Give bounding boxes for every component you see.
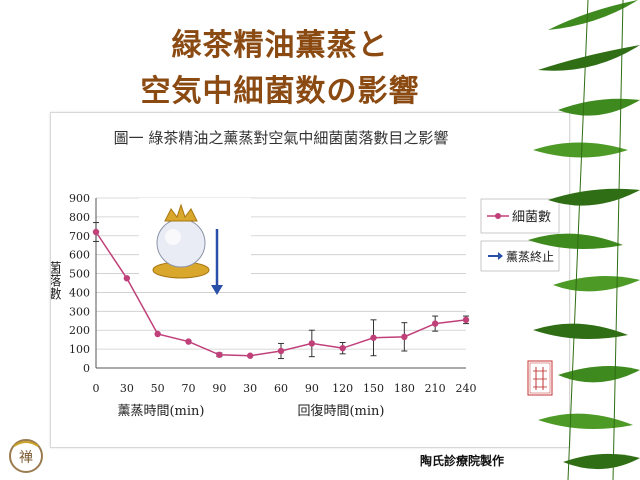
credit-text: 陶氏診療院製作: [420, 454, 505, 468]
y-tick-labels: 0 100 200 300 400 500 600 700 800 900: [69, 192, 90, 375]
y-tick-label: 400: [69, 286, 90, 299]
data-point: [123, 275, 131, 282]
zen-logo-char: 禅: [19, 450, 33, 466]
bamboo-decoration: [528, 0, 640, 480]
data-point: [154, 330, 161, 338]
data-points: [92, 228, 470, 359]
x-tick-label: 50: [151, 382, 165, 395]
y-axis-label: 菌落數: [51, 261, 61, 301]
data-point: [401, 333, 408, 341]
y-tick-label: 0: [83, 362, 90, 375]
data-point: [431, 320, 439, 327]
y-tick-label: 900: [69, 192, 90, 205]
x-tick-label: 180: [394, 382, 415, 395]
x-tick-label: 60: [274, 382, 288, 395]
chart-panel: 圖一 綠茶精油之薰蒸對空氣中細菌菌落數目之影響 0 100 200 300 400 500…: [46, 112, 570, 448]
y-tick-label: 300: [69, 305, 90, 318]
x-tick-label: 90: [212, 382, 226, 395]
y-tick-label: 100: [69, 343, 90, 356]
diffuser-illustration: [139, 198, 251, 288]
data-point: [370, 334, 377, 341]
x-tick-label: 90: [305, 382, 319, 395]
y-tick-label: 200: [69, 324, 90, 337]
x-axis-label-fumigation: 薰蒸時間(min): [117, 404, 204, 419]
legend-series-label: 細菌數: [512, 210, 551, 225]
y-tick-label: 700: [69, 230, 90, 243]
legend-arrow-label: 薰蒸終止: [506, 249, 554, 264]
x-tick-labels: 0 30 50 70 90 30 60 90 120 150 180 210 240: [93, 382, 477, 395]
y-tick-label: 600: [69, 249, 90, 262]
x-tick-label: 210: [425, 382, 446, 395]
x-tick-label: 30: [243, 382, 257, 395]
x-tick-label: 240: [456, 382, 477, 395]
line-chart: 圖一 綠茶精油之薰蒸對空氣中細菌菌落數目之影響 0100200300400500…: [46, 129, 560, 419]
data-point: [277, 347, 285, 355]
data-point: [308, 340, 316, 347]
slide-title-line-1: 緑茶精油薫蒸と: [171, 28, 389, 63]
x-tick-label: 120: [332, 382, 353, 395]
x-axis-label-recovery: 回復時間(min): [297, 403, 384, 419]
data-point: [216, 351, 223, 358]
data-point: [462, 316, 470, 324]
y-tick-label: 500: [69, 268, 90, 281]
zen-logo: 禅: [9, 439, 43, 473]
seal-stamp: [527, 360, 553, 396]
data-point: [92, 228, 100, 236]
x-tick-label: 150: [363, 382, 384, 395]
legend: 細菌數 薰蒸終止: [480, 198, 560, 272]
x-tick-label: 0: [93, 382, 100, 395]
data-point: [246, 352, 254, 359]
data-point: [185, 338, 192, 345]
fumigation-end-arrow: [211, 229, 223, 295]
x-tick-label: 30: [120, 382, 134, 395]
x-tick-label: 70: [182, 382, 196, 395]
chart-title: 圖一 綠茶精油之薰蒸對空氣中細菌菌落數目之影響: [114, 129, 449, 147]
slide-title-line-2: 空気中細菌数の影響: [140, 74, 420, 109]
y-tick-label: 800: [69, 211, 90, 224]
data-point: [339, 344, 346, 352]
